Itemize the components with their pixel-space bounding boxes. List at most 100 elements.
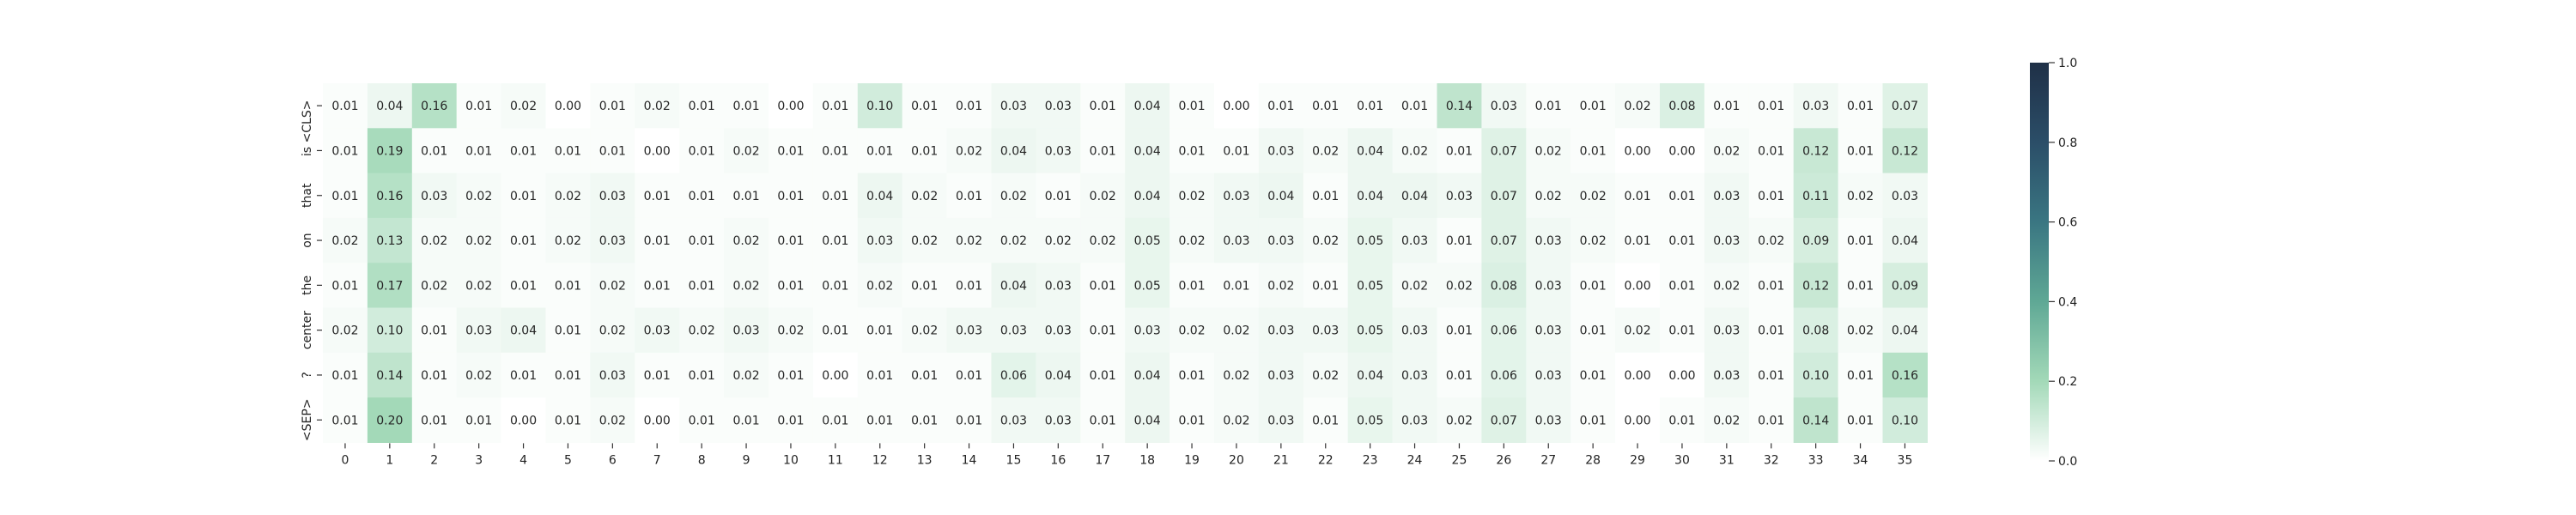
x-tick-label: 6 — [609, 453, 617, 467]
heatmap-cell — [1392, 397, 1438, 443]
heatmap-cell — [501, 352, 547, 398]
cell-value-label: 0.00 — [644, 144, 671, 158]
cell-value-label: 0.01 — [510, 279, 537, 293]
cell-value-label: 0.01 — [1847, 279, 1874, 293]
heatmap-cell — [456, 128, 502, 174]
cell-value-label: 0.02 — [1223, 414, 1249, 427]
cell-value-label: 0.01 — [822, 279, 848, 293]
heatmap-cell — [1392, 263, 1438, 309]
heatmap-cell — [857, 83, 903, 129]
cell-value-label: 0.01 — [555, 369, 581, 383]
cell-value-label: 0.00 — [555, 100, 581, 113]
cell-value-label: 0.01 — [822, 100, 848, 113]
cell-value-label: 0.01 — [1446, 324, 1473, 338]
cell-value-label: 0.02 — [1178, 234, 1205, 248]
heatmap-cell — [1481, 83, 1527, 129]
cell-value-label: 0.01 — [1758, 414, 1784, 427]
x-tick-label: 18 — [1139, 453, 1155, 467]
cell-value-label: 0.01 — [866, 144, 893, 158]
heatmap-cell — [367, 397, 413, 443]
x-tick-label: 9 — [743, 453, 750, 467]
cell-value-label: 0.04 — [1134, 414, 1161, 427]
cell-value-label: 0.00 — [1624, 279, 1650, 293]
cell-value-label: 0.02 — [1624, 100, 1650, 113]
cell-value-label: 0.03 — [1713, 234, 1740, 248]
cell-value-label: 0.02 — [555, 190, 581, 203]
x-axis: 0 1 2 3 4 5 6 7 8 9 10 11 12 13 14 15 16 17 18 19 20 21 22 23 24… — [341, 443, 1912, 467]
heatmap-cell — [501, 263, 547, 309]
heatmap-cell — [1258, 397, 1304, 443]
heatmap-cell — [1793, 397, 1839, 443]
heatmap-cell — [1214, 128, 1260, 174]
heatmap-cell — [1615, 217, 1661, 264]
cell-value-label: 0.12 — [1802, 144, 1829, 158]
cell-value-label: 0.01 — [1668, 414, 1695, 427]
heatmap-cell — [1838, 352, 1884, 398]
heatmap-cell — [857, 128, 903, 174]
cell-value-label: 0.03 — [1045, 324, 1072, 338]
heatmap-cell — [1615, 128, 1661, 174]
cell-value-label: 0.01 — [510, 234, 537, 248]
cell-value-label: 0.01 — [777, 369, 804, 383]
cell-value-label: 0.02 — [732, 369, 759, 383]
heatmap-cell — [367, 217, 413, 264]
heatmap-cell — [590, 217, 635, 264]
heatmap-cell — [1793, 217, 1839, 264]
cell-value-label: 0.01 — [1624, 234, 1650, 248]
heatmap-cell — [1437, 307, 1482, 354]
heatmap-cell — [545, 217, 591, 264]
cell-value-label: 0.01 — [689, 234, 715, 248]
cell-value-label: 0.01 — [1580, 369, 1607, 383]
heatmap-cell — [1392, 307, 1438, 354]
cell-value-label: 0.01 — [1580, 144, 1607, 158]
cell-value-label: 0.01 — [331, 100, 358, 113]
heatmap-cell — [1170, 263, 1215, 309]
cell-value-label: 0.20 — [376, 414, 403, 427]
cell-value-label: 0.02 — [1446, 414, 1473, 427]
cell-value-label: 0.01 — [331, 190, 358, 203]
cell-value-label: 0.03 — [956, 324, 982, 338]
heatmap-cell — [991, 352, 1036, 398]
cell-value-label: 0.02 — [1312, 369, 1339, 383]
heatmap-cell — [1080, 307, 1126, 354]
cell-value-label: 0.01 — [421, 414, 447, 427]
cell-value-label: 0.02 — [732, 279, 759, 293]
x-tick-label: 27 — [1540, 453, 1556, 467]
heatmap-cell — [1571, 217, 1616, 264]
heatmap-cell — [1526, 217, 1571, 264]
heatmap-cell — [1571, 83, 1616, 129]
heatmap-cell — [1303, 173, 1349, 219]
cell-value-label: 0.01 — [1446, 144, 1473, 158]
heatmap-cell — [1481, 352, 1527, 398]
heatmap-cell — [1748, 307, 1795, 354]
cell-value-label: 0.01 — [911, 369, 938, 383]
heatmap-cell — [1347, 352, 1394, 398]
cell-value-label: 0.02 — [1178, 190, 1205, 203]
cell-value-label: 0.02 — [644, 100, 671, 113]
heatmap-cell — [323, 173, 368, 219]
cell-value-label: 0.01 — [1446, 369, 1473, 383]
cell-value-label: 0.12 — [1892, 144, 1918, 158]
cell-value-label: 0.02 — [1713, 144, 1740, 158]
heatmap-cell — [1704, 263, 1750, 309]
cell-value-label: 0.01 — [1357, 100, 1383, 113]
cell-value-label: 0.01 — [1312, 190, 1339, 203]
cell-value-label: 0.01 — [1580, 414, 1607, 427]
cell-value-label: 0.02 — [1223, 369, 1249, 383]
heatmap-cell — [1660, 128, 1705, 174]
heatmap-cell — [1125, 83, 1170, 129]
heatmap-cell — [902, 217, 948, 264]
cell-value-label: 0.01 — [1045, 190, 1072, 203]
heatmap-cell — [501, 173, 547, 219]
heatmap-cell — [590, 397, 635, 443]
cell-value-label: 0.01 — [1090, 414, 1116, 427]
x-tick-label: 21 — [1273, 453, 1289, 467]
cell-value-label: 0.02 — [911, 190, 938, 203]
x-tick-label: 5 — [564, 453, 572, 467]
heatmap-cell — [367, 263, 413, 309]
heatmap-cell — [1170, 173, 1215, 219]
cell-value-label: 0.01 — [644, 190, 671, 203]
heatmap-cell — [590, 307, 635, 354]
heatmap-cell — [323, 352, 368, 398]
x-tick-label: 29 — [1630, 453, 1645, 467]
